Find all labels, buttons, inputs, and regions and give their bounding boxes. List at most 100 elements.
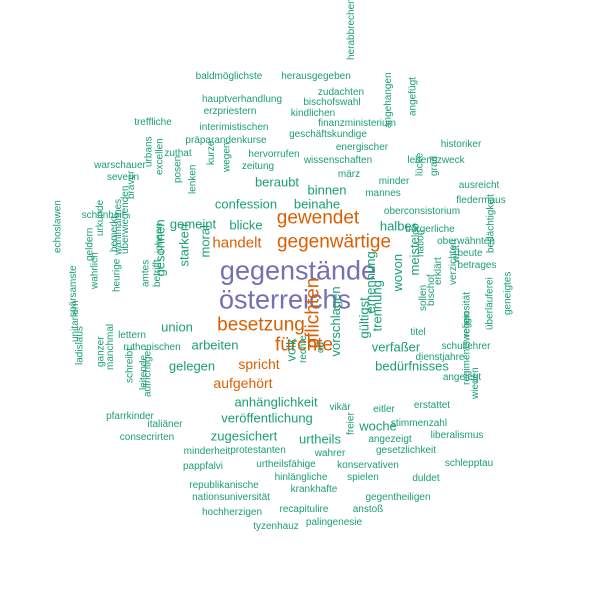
word-historiker: historiker <box>440 139 482 150</box>
word-gegenwaertige: gegenwärtige <box>276 231 392 253</box>
word-anhaenglichkeit: anhänglichkeit <box>234 394 318 410</box>
word-angelegt: angelegt <box>442 372 482 383</box>
word-wieden: wieden <box>470 367 482 399</box>
word-union: union <box>161 319 193 335</box>
word-nationsuniversitaet: nationsuniversität <box>192 492 270 503</box>
word-treffliche: treffliche <box>134 117 172 128</box>
word-gegenstaende: gegenstände <box>219 255 377 286</box>
word-urtheils: urtheils <box>299 431 341 447</box>
word-beraubt: beraubt <box>254 174 300 190</box>
word-od: od <box>315 341 327 353</box>
word-trennung: trennung <box>369 280 385 332</box>
word-warschauer: warschauer <box>94 160 146 171</box>
word-pappfalvi: pappfalvi <box>182 461 224 472</box>
word-heurige: heurige <box>111 258 123 292</box>
word-angehangen: angehangen <box>383 72 395 128</box>
word-luecke: lücke <box>414 152 426 176</box>
word-meiste: meiste <box>406 237 422 276</box>
word-wovon: wovon <box>390 253 406 292</box>
word-titel: titel <box>410 327 426 338</box>
word-spricht: spricht <box>238 356 280 372</box>
word-mannes: mannes <box>365 188 401 199</box>
word-ladislaus: ladislaus <box>74 326 86 365</box>
word-hinlaengliche: hinlängliche <box>274 472 328 483</box>
word-gelegen: gelegen <box>168 358 216 374</box>
word-zeitung: zeitung <box>241 161 275 172</box>
word-ausreicht: ausreicht <box>458 180 500 191</box>
word-schlepptau: schlepptau <box>444 458 494 469</box>
word-liberalismus: liberalismus <box>430 430 484 441</box>
word-minderheit: minderheit <box>183 446 231 457</box>
word-urtheilsfaehige: urtheilsfähige <box>256 459 316 470</box>
word-schullehrer: schullehrer <box>441 341 491 352</box>
word-beinahe: beinahe <box>293 196 341 212</box>
word-consecrirten: consecrirten <box>119 432 175 443</box>
word-sollen: sollen <box>417 284 429 311</box>
word-hochherzigen: hochherzigen <box>201 507 263 518</box>
word-bischofswahl: bischofswahl <box>303 97 361 108</box>
word-eitler: eitler <box>373 404 395 415</box>
word-urbans: urbans <box>143 136 155 167</box>
word-konservativen: konservativen <box>337 460 399 471</box>
word-tyzenhauz: tyzenhauz <box>253 521 299 532</box>
word-zudachten: zudachten <box>317 87 365 98</box>
word-spielen: spielen <box>347 472 379 483</box>
word-echoslawen: echoslawen <box>52 200 64 253</box>
word-lebenszweck: lebenszweck <box>407 155 465 166</box>
word-rechte: rechte <box>298 335 310 363</box>
word-volk: volk <box>283 338 299 362</box>
word-blicke: blicke <box>229 217 263 233</box>
word-lenken: lenken <box>187 164 199 194</box>
word-grad: grad <box>428 155 440 176</box>
word-manchmal: manchmal <box>104 323 116 370</box>
word-besetzung: besetzung <box>217 314 305 336</box>
word-recapitulire: recapitulire <box>279 504 329 515</box>
word-angefuegt: angefügt <box>407 77 419 116</box>
word-hervorrufen: hervorrufen <box>248 149 300 160</box>
word-wahrer: wahrer <box>314 448 346 459</box>
word-angezeigt: angezeigt <box>368 434 412 445</box>
word-hauptverhandlung: hauptverhandlung <box>201 94 283 105</box>
word-buergerliche: bürgerliche <box>405 224 455 235</box>
word-starken: starken <box>176 223 192 267</box>
word-praeparandenkurse: präparandenkurse <box>185 135 267 146</box>
word-protestanten: protestanten <box>230 445 286 456</box>
word-zuthat: zuthat <box>164 148 192 159</box>
word-zugesichert: zugesichert <box>210 428 278 444</box>
word-binnen: binnen <box>307 182 347 198</box>
word-oberconsistorium: oberconsistorium <box>383 206 461 217</box>
word-excellen: excellen <box>154 138 166 175</box>
word-fledermaus: fledermaus <box>456 195 506 206</box>
word-gesonnen: gesonnen <box>152 219 168 277</box>
word-maerz: märz <box>337 169 361 180</box>
word-verzichten: verzichten <box>448 239 460 285</box>
word-arbeiten: arbeiten <box>191 337 239 353</box>
word-posen: posen <box>172 155 184 183</box>
word-geschaeftskundige: geschäftskundige <box>289 129 367 140</box>
word-palingenesie: palingenesie <box>305 517 363 528</box>
word-vorschlagen: vorschlagen <box>327 286 343 357</box>
word-wissenschaften: wissenschaften <box>303 155 373 166</box>
word-aufrichtiger: aufrichtiger <box>142 347 154 397</box>
word-geneigtes: geneigtes <box>502 271 514 315</box>
word-veroeffentlichung: veröffentlichung <box>221 410 313 426</box>
word-energischer: energischer <box>335 142 389 153</box>
word-italiaener: italiäner <box>147 419 183 430</box>
word-dienstjahre: dienstjahre <box>415 352 465 363</box>
word-severin: severin <box>106 172 140 183</box>
word-minder: minder <box>378 176 410 187</box>
word-verfasser: verfaßer <box>371 339 421 355</box>
word-aufgehoert: aufgehört <box>213 375 273 391</box>
word-stimmenzahl: stimmenzahl <box>390 418 448 429</box>
word-freier: freier <box>345 412 357 435</box>
word-ruthenischen: ruthenischen <box>123 342 181 353</box>
word-gegentheiligen: gegentheiligen <box>365 492 431 503</box>
word-wahlmannes: wahlmannes <box>112 198 124 255</box>
word-gewendet: gewendet <box>276 207 360 229</box>
word-confession: confession <box>214 196 278 212</box>
word-finanzministerium: finanzministerium <box>318 118 396 129</box>
word-urkunde: urkunde <box>94 199 106 236</box>
word-interimistischen: interimistischen <box>199 122 269 133</box>
word-betrages: betrages <box>457 260 497 271</box>
